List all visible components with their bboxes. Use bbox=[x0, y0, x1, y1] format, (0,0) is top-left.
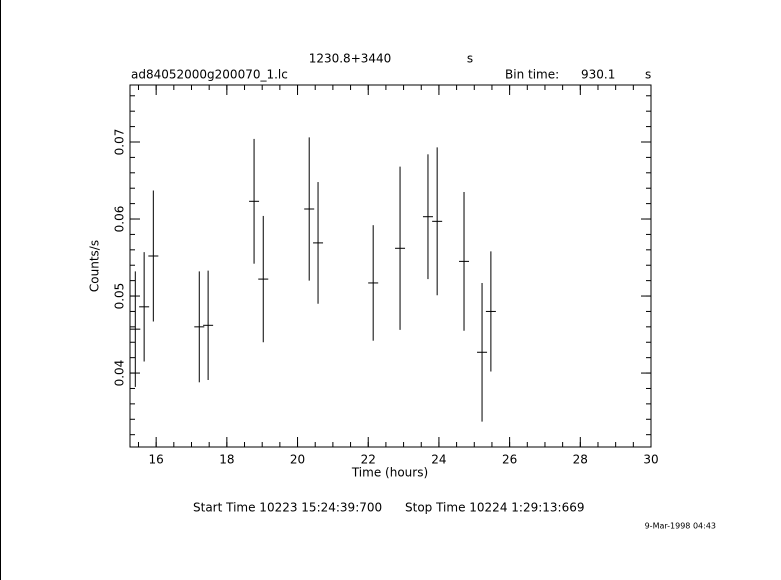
y-tick-label: 0.05 bbox=[113, 283, 127, 310]
x-tick-label: 20 bbox=[290, 453, 305, 467]
y-tick-label: 0.04 bbox=[113, 360, 127, 387]
chart-title: 1230.8+3440 bbox=[309, 52, 392, 66]
bin-time: 930.1 bbox=[581, 68, 615, 82]
file-name: ad84052000g200070_1.lc bbox=[131, 68, 288, 82]
y-tick-label: 0.07 bbox=[113, 129, 127, 156]
x-tick-label: 26 bbox=[502, 453, 517, 467]
bin-time-label: Bin time: bbox=[505, 68, 559, 82]
x-tick-label: 28 bbox=[573, 453, 588, 467]
start-time: Start Time 10223 15:24:39:700 bbox=[193, 501, 382, 515]
date-stamp: 9-Mar-1998 04:43 bbox=[645, 522, 716, 531]
x-tick-label: 22 bbox=[361, 453, 376, 467]
x-tick-label: 30 bbox=[643, 453, 658, 467]
y-axis-label: Counts/s bbox=[88, 240, 102, 292]
x-tick-label: 18 bbox=[219, 453, 234, 467]
y-tick-label: 0.06 bbox=[113, 206, 127, 233]
plot-frame bbox=[129, 84, 652, 448]
bin-time-unit: s bbox=[645, 68, 651, 82]
stop-time: Stop Time 10224 1:29:13:669 bbox=[405, 501, 584, 515]
x-tick-label: 16 bbox=[149, 453, 164, 467]
x-tick-label: 24 bbox=[431, 453, 446, 467]
x-axis-label: Time (hours) bbox=[351, 466, 428, 480]
title-unit: s bbox=[467, 52, 473, 66]
